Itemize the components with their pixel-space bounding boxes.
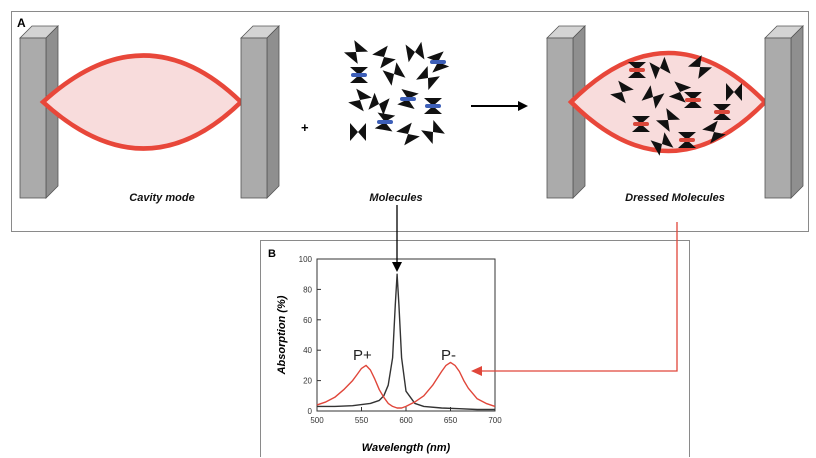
annotation-p-minus: P-: [441, 347, 456, 364]
right-mirror-1: [240, 25, 280, 199]
series-line-bare-molecules: [317, 273, 495, 411]
x-tick-label: 650: [444, 416, 458, 425]
panel-a: A +: [11, 11, 809, 232]
right-mirror-2: [764, 25, 804, 199]
dressed-molecules-diagram: [546, 25, 804, 199]
panel-a-label: A: [17, 16, 26, 30]
y-tick-label: 20: [303, 377, 312, 386]
y-tick-label: 0: [308, 407, 313, 416]
cavity-mode-diagram: [19, 25, 280, 199]
y-tick-label: 40: [303, 346, 312, 355]
x-tick-label: 550: [355, 416, 369, 425]
caption-molecules: Molecules: [369, 192, 423, 204]
y-tick-label: 80: [303, 285, 312, 294]
absorption-chart: 500 550 600 650 700 0 20 40 60 80 100 P+ P- Wavele…: [276, 255, 502, 454]
x-axis-label: Wavelength (nm): [362, 442, 451, 454]
transition-arrow: [471, 101, 528, 111]
series-line-polaritons: [316, 361, 496, 409]
caption-cavity-mode: Cavity mode: [129, 192, 195, 204]
panel-a-illustration: +: [19, 25, 804, 199]
y-axis-label: Absorption (%): [276, 295, 288, 375]
annotation-p-plus: P+: [353, 347, 372, 364]
plus-sign: +: [301, 120, 309, 135]
molecules-cloud: [343, 40, 450, 146]
panel-b: B 500 550 600 650 700 0 20 40 60 80 100 P+ P- Wave…: [260, 240, 690, 457]
y-tick-label: 100: [299, 255, 313, 264]
x-tick-label: 700: [488, 416, 502, 425]
x-tick-label: 600: [399, 416, 413, 425]
panel-b-label: B: [268, 248, 276, 260]
cavity-mode-shape: [39, 53, 245, 151]
caption-dressed-molecules: Dressed Molecules: [625, 192, 725, 204]
y-tick-label: 60: [303, 316, 312, 325]
x-tick-label: 500: [310, 416, 324, 425]
